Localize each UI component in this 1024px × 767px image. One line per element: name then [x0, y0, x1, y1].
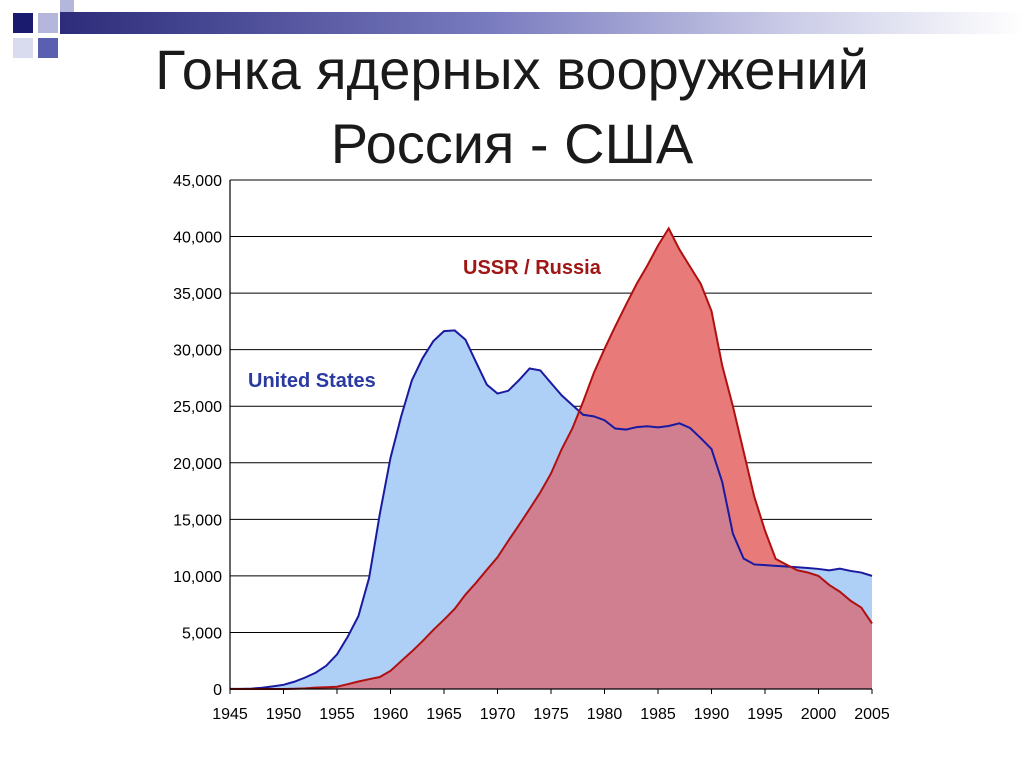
y-tick-label: 30,000: [173, 343, 222, 360]
x-tick-label: 1955: [319, 706, 355, 723]
x-tick-label: 1980: [587, 706, 623, 723]
series-label-united-states: United States: [248, 370, 376, 392]
x-tick-label: 1975: [533, 706, 569, 723]
x-tick-label: 1990: [694, 706, 730, 723]
x-tick-label: 1970: [480, 706, 516, 723]
y-tick-label: 20,000: [173, 456, 222, 473]
y-tick-label: 0: [213, 682, 222, 699]
area-chart: 0 5,000 10,000 15,000 20,000 25,000 30,000 35,0…: [173, 173, 902, 723]
y-tick-label: 25,000: [173, 399, 222, 416]
slide-subtitle: Россия - США: [330, 112, 694, 175]
series-area-overlap: [230, 414, 872, 689]
y-tick-label: 5,000: [182, 625, 222, 642]
x-tick-label: 1945: [212, 706, 248, 723]
y-tick-label: 10,000: [173, 569, 222, 586]
header-gradient-bar: [60, 12, 1024, 34]
corner-decoration-square: [38, 38, 58, 58]
y-tick-label: 40,000: [173, 230, 222, 247]
corner-decoration-square: [60, 0, 74, 12]
x-tick-label: 1985: [640, 706, 676, 723]
series-line-united-states: [229, 329, 873, 690]
y-tick-label: 45,000: [173, 173, 222, 190]
x-tick-label: 1965: [426, 706, 462, 723]
x-tick-label: 1960: [373, 706, 409, 723]
series-label-ussr-russia: USSR / Russia: [463, 257, 602, 279]
series-line-ussr-russia: [230, 226, 873, 690]
x-tick-label: 2005: [854, 706, 890, 723]
slide-title: Гонка ядерных вооружений: [155, 38, 869, 101]
x-tick-label: 1950: [266, 706, 302, 723]
x-tick-label: 1995: [747, 706, 783, 723]
y-tick-label: 35,000: [173, 286, 222, 303]
corner-decoration-square: [13, 38, 33, 58]
corner-decoration-square: [38, 13, 58, 33]
corner-decoration-square: [13, 13, 33, 33]
x-tick-label: 2000: [801, 706, 837, 723]
y-tick-label: 15,000: [173, 512, 222, 529]
